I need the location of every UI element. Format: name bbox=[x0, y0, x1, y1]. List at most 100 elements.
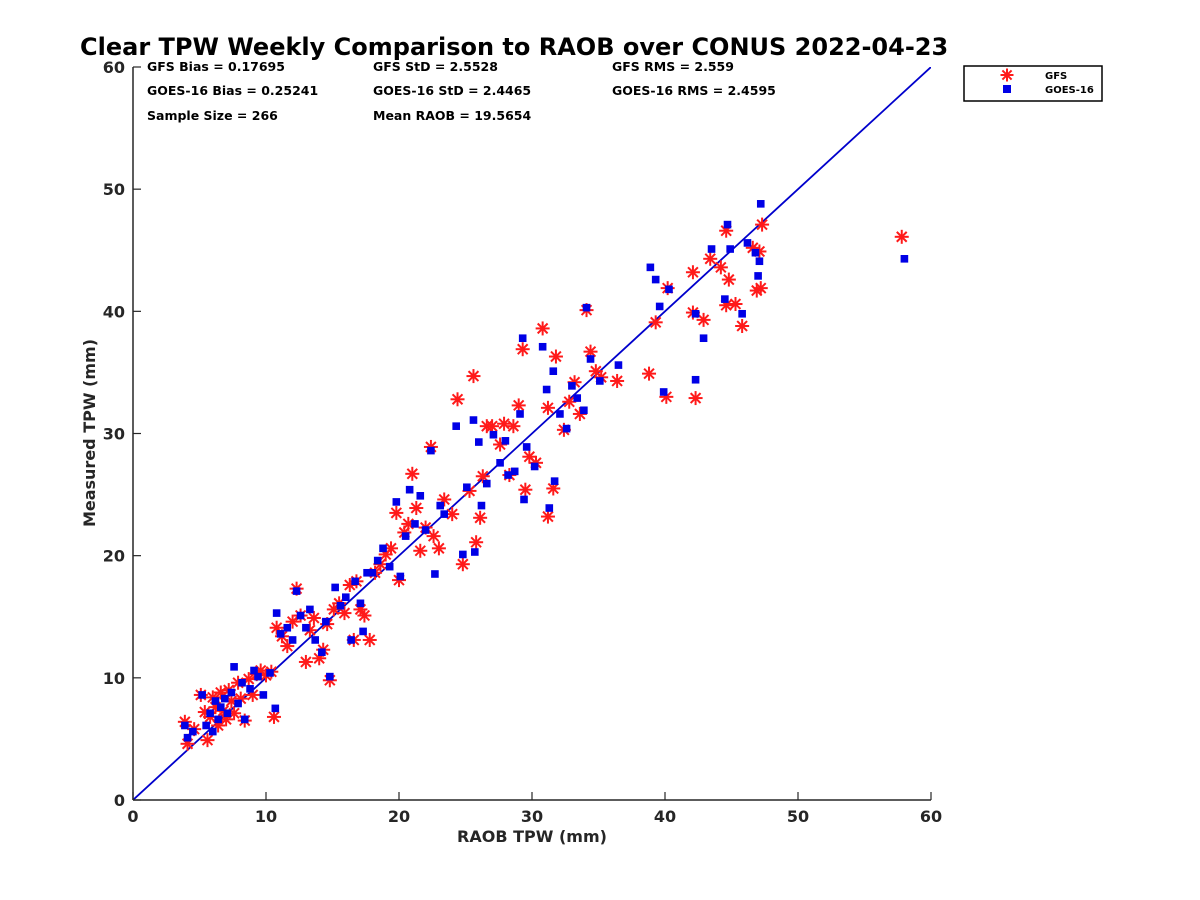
gfs-point bbox=[511, 398, 526, 413]
goes16-point bbox=[216, 703, 225, 711]
stat-mean-raob: Mean RAOB = 19.5654 bbox=[373, 108, 531, 123]
goes16-point bbox=[614, 361, 623, 369]
stat-goes16-rms: GOES-16 RMS = 2.4595 bbox=[612, 83, 776, 98]
gfs-point bbox=[648, 315, 663, 330]
goes16-point bbox=[755, 257, 764, 266]
y-tick-label: 10 bbox=[103, 669, 125, 688]
stat-gfs-std: GFS StD = 2.5528 bbox=[373, 59, 498, 74]
gfs-point bbox=[362, 632, 377, 647]
x-tick-label: 0 bbox=[127, 807, 138, 826]
gfs-point bbox=[518, 482, 533, 497]
goes16-point bbox=[556, 410, 564, 418]
goes16-point bbox=[342, 593, 350, 602]
gfs-point bbox=[696, 312, 711, 327]
goes16-point bbox=[368, 568, 377, 577]
goes16-point bbox=[721, 295, 729, 303]
stat-sample-size: Sample Size = 266 bbox=[147, 108, 278, 123]
gfs-point bbox=[473, 510, 488, 525]
goes16-point bbox=[259, 691, 268, 699]
gfs-point bbox=[703, 251, 718, 266]
goes16-point bbox=[271, 704, 280, 713]
goes16-point bbox=[550, 477, 559, 485]
goes16-point bbox=[254, 672, 262, 681]
goes16-point bbox=[743, 239, 752, 247]
y-axis-label: Measured TPW (mm) bbox=[80, 339, 99, 527]
goes16-point bbox=[475, 438, 483, 446]
data-points-layer bbox=[177, 200, 909, 751]
goes16-point bbox=[214, 715, 222, 724]
goes16-point bbox=[756, 200, 765, 208]
goes16-point bbox=[738, 309, 746, 318]
goes16-point bbox=[202, 721, 210, 730]
gfs-point bbox=[431, 541, 446, 556]
goes16-point bbox=[542, 385, 551, 394]
gfs-point bbox=[894, 229, 909, 244]
goes16-point bbox=[463, 483, 471, 492]
goes16-point bbox=[471, 548, 479, 556]
gfs-point bbox=[610, 373, 625, 388]
goes16-point bbox=[900, 255, 909, 263]
goes16-point bbox=[288, 636, 297, 644]
gfs-point bbox=[688, 391, 703, 406]
gfs-point bbox=[728, 297, 743, 312]
x-tick-label: 10 bbox=[255, 807, 277, 826]
gfs-point bbox=[548, 349, 563, 364]
goes16-point bbox=[230, 663, 238, 671]
gfs-point bbox=[357, 608, 372, 623]
y-tick-label: 40 bbox=[103, 302, 125, 321]
goes16-point bbox=[351, 577, 359, 586]
gfs-point bbox=[721, 272, 736, 287]
goes16-point bbox=[573, 394, 582, 402]
goes16-point bbox=[580, 406, 588, 415]
goes16-point bbox=[538, 342, 547, 351]
goes16-point bbox=[411, 520, 419, 528]
stat-goes16-std: GOES-16 StD = 2.4465 bbox=[373, 83, 531, 98]
goes16-point bbox=[198, 691, 206, 699]
goes16-point bbox=[586, 355, 595, 363]
goes16-point bbox=[489, 430, 498, 439]
goes16-point bbox=[655, 302, 664, 311]
goes16-point bbox=[452, 422, 460, 430]
gfs-point bbox=[469, 535, 484, 550]
x-tick-label: 60 bbox=[920, 807, 942, 826]
goes16-point bbox=[318, 648, 326, 656]
goes16-point bbox=[272, 609, 281, 617]
y-tick-label: 50 bbox=[103, 180, 125, 199]
stat-gfs-rms: GFS RMS = 2.559 bbox=[612, 59, 734, 74]
gfs-point bbox=[755, 217, 770, 232]
legend-goes16-square-icon bbox=[1003, 85, 1011, 93]
goes16-point bbox=[302, 623, 310, 632]
axis-ticks: 0 10 20 30 40 50 60 0 10 20 30 40 50 60 bbox=[103, 58, 942, 826]
gfs-point bbox=[200, 733, 215, 748]
goes16-point bbox=[477, 501, 486, 510]
legend: GFS GOES-16 bbox=[963, 65, 1103, 102]
goes16-point bbox=[726, 245, 734, 253]
gfs-point bbox=[506, 419, 521, 434]
gfs-point bbox=[389, 505, 404, 520]
goes16-point bbox=[234, 699, 242, 708]
goes16-point bbox=[211, 697, 220, 705]
gfs-point bbox=[735, 318, 750, 333]
gfs-point bbox=[266, 709, 281, 724]
goes16-point bbox=[723, 220, 732, 229]
gfs-point bbox=[485, 419, 500, 434]
goes16-point bbox=[189, 727, 197, 736]
goes16-point bbox=[707, 245, 716, 253]
goes16-point bbox=[240, 715, 249, 724]
goes16-point bbox=[306, 605, 314, 614]
goes16-point bbox=[373, 556, 382, 565]
gfs-point bbox=[515, 342, 530, 357]
goes16-point bbox=[220, 694, 229, 703]
goes16-point bbox=[646, 263, 655, 272]
gfs-point bbox=[455, 557, 470, 572]
legend-label-gfs: GFS bbox=[1045, 71, 1067, 82]
goes16-point bbox=[326, 672, 334, 681]
gfs-point bbox=[540, 400, 555, 415]
goes16-point bbox=[522, 443, 531, 451]
gfs-point bbox=[685, 265, 700, 280]
goes16-point bbox=[396, 572, 405, 581]
goes16-point bbox=[322, 617, 330, 626]
goes16-point bbox=[549, 367, 558, 375]
gfs-point bbox=[426, 529, 441, 544]
